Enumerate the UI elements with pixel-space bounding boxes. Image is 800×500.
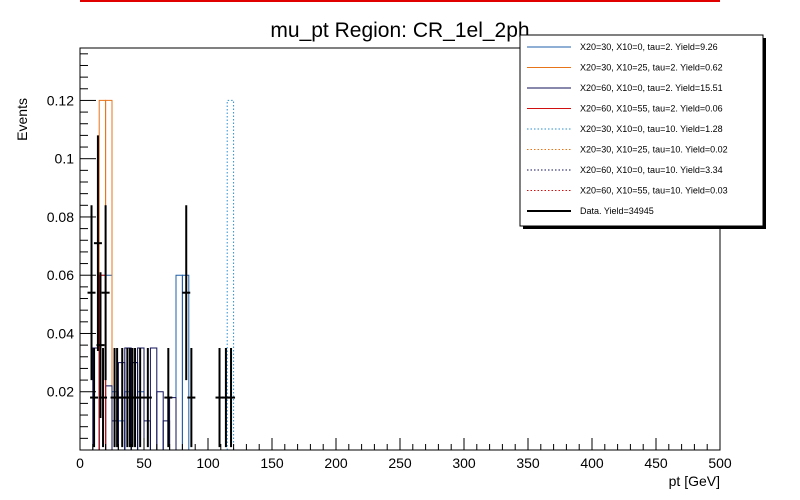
x-tick-label: 500 <box>708 455 732 471</box>
legend-entry: X20=60, X10=0, tau=2. Yield=15.51 <box>527 83 723 93</box>
y-tick-label: 0.08 <box>47 209 74 225</box>
legend-entry: X20=30, X10=0, tau=10. Yield=1.28 <box>527 124 723 134</box>
legend-entry: X20=30, X10=25, tau=2. Yield=0.62 <box>527 63 723 73</box>
legend-box <box>519 34 764 227</box>
data-point <box>99 348 108 448</box>
y-tick-label: 0.06 <box>47 267 74 283</box>
histogram-bin <box>149 347 158 450</box>
data-points-layer <box>87 135 236 448</box>
x-tick-label: 0 <box>76 455 84 471</box>
histogram-bin <box>156 391 164 450</box>
y-tick-label: 0.02 <box>47 384 74 400</box>
x-tick-label: 200 <box>324 455 348 471</box>
x-tick-label: 350 <box>516 455 540 471</box>
legend-entry: X20=60, X10=55, tau=10. Yield=0.03 <box>527 186 728 196</box>
legend-entry: X20=60, X10=55, tau=2. Yield=0.06 <box>527 104 723 114</box>
legend-entry: X20=30, X10=0, tau=2. Yield=9.26 <box>527 42 718 52</box>
legend-label: X20=60, X10=0, tau=2. Yield=15.51 <box>580 83 723 93</box>
y-tick-label: 0.12 <box>47 92 74 108</box>
legend-label: X20=60, X10=55, tau=10. Yield=0.03 <box>580 186 728 196</box>
data-point <box>93 135 102 351</box>
histogram-bin <box>169 397 177 450</box>
axis-layer: 0 50 100 150 200 250 300 350 400 450 500 0.02 0.04 0.… <box>47 53 732 471</box>
y-tick-label: 0.04 <box>47 325 74 341</box>
data-point <box>187 348 196 448</box>
x-tick-label: 300 <box>452 455 476 471</box>
legend-label: X20=60, X10=55, tau=2. Yield=0.06 <box>580 104 723 114</box>
histogram-bin <box>175 274 183 450</box>
legend-label: X20=30, X10=25, tau=10. Yield=0.02 <box>580 145 728 155</box>
data-point <box>87 205 96 381</box>
legend-label: X20=60, X10=0, tau=10. Yield=3.34 <box>580 165 723 175</box>
x-tick-label: 450 <box>644 455 668 471</box>
x-tick-label: 400 <box>580 455 604 471</box>
x-tick-label: 250 <box>388 455 412 471</box>
x-tick-label: 100 <box>196 455 220 471</box>
legend-entry: Data. Yield=34945 <box>527 206 654 216</box>
legend-label: Data. Yield=34945 <box>580 206 654 216</box>
legend: X20=30, X10=0, tau=2. Yield=9.26 X20=30, … <box>519 34 766 229</box>
data-point <box>96 272 105 418</box>
histogram-bin <box>105 385 113 450</box>
legend-label: X20=30, X10=0, tau=2. Yield=9.26 <box>580 42 718 52</box>
legend-entry: X20=30, X10=25, tau=10. Yield=0.02 <box>527 145 728 155</box>
data-point <box>182 205 191 381</box>
legend-entry: X20=60, X10=0, tau=10. Yield=3.34 <box>527 165 723 175</box>
legend-entries: X20=30, X10=0, tau=2. Yield=9.26 X20=30, … <box>527 42 728 216</box>
x-tick-label: 50 <box>136 455 152 471</box>
histogram-bin <box>137 347 145 450</box>
data-point <box>136 348 145 448</box>
chart-title: mu_pt Region: CR_1el_2ph <box>270 19 529 42</box>
y-axis-label: Events <box>14 98 30 141</box>
x-axis-label: pt [GeV] <box>669 473 720 489</box>
data-point <box>143 348 152 448</box>
data-point <box>101 205 110 381</box>
data-point <box>227 348 236 448</box>
legend-label: X20=30, X10=0, tau=10. Yield=1.28 <box>580 124 723 134</box>
x-tick-label: 150 <box>260 455 284 471</box>
y-tick-label: 0.1 <box>55 151 75 167</box>
data-point <box>90 348 99 448</box>
legend-label: X20=30, X10=25, tau=2. Yield=0.62 <box>580 63 723 73</box>
data-point <box>164 348 173 448</box>
